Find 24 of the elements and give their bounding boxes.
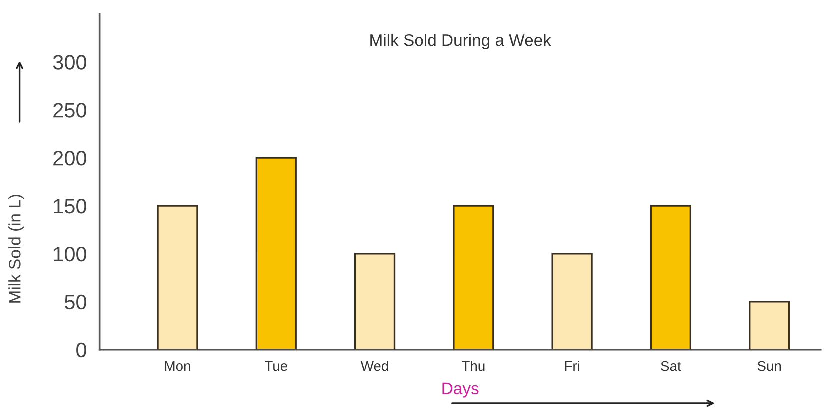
x-axis-title: Days — [442, 382, 479, 398]
x-tick-label: Fri — [565, 360, 580, 372]
x-tick-label: Sun — [758, 361, 782, 372]
y-tick-label: 250 — [54, 103, 87, 118]
bar — [749, 301, 790, 350]
y-tick-label: 0 — [76, 342, 87, 358]
bar — [650, 205, 692, 350]
x-tick-label: Tue — [264, 361, 288, 372]
x-tick-label: Mon — [165, 361, 190, 372]
x-tick-label: Sat — [661, 361, 682, 372]
text: Milk Sold During a Week — [370, 34, 552, 50]
bar — [157, 205, 198, 350]
bar — [256, 157, 297, 350]
y-tick-label: 200 — [54, 151, 87, 166]
bar — [453, 205, 494, 350]
y-tick-label: 300 — [53, 55, 87, 70]
x-tick-label: Thu — [462, 360, 485, 372]
bar — [552, 253, 593, 350]
bar — [354, 253, 396, 350]
y-tick-label: 100 — [54, 246, 87, 262]
y-tick-label: 50 — [64, 294, 87, 310]
x-tick-label: Wed — [360, 360, 388, 372]
y-axis-title: Milk Sold (in L) — [8, 195, 24, 303]
y-tick-label: 150 — [54, 198, 87, 214]
